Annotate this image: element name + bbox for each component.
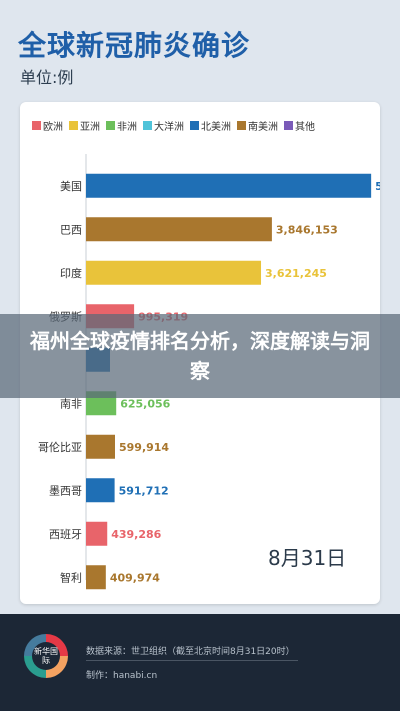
bar: [86, 565, 106, 590]
legend: 欧洲 亚洲 非洲 大洋洲 北美洲 南美洲 其他: [32, 118, 315, 133]
bar: [86, 217, 272, 242]
legend-label: 非洲: [117, 122, 137, 133]
bar: [86, 260, 262, 285]
category-label: 墨西哥: [49, 484, 82, 497]
legend-label: 亚洲: [80, 122, 100, 133]
category-label: 南非: [60, 397, 82, 410]
value-label: 5,899,504: [375, 180, 380, 193]
category-label: 哥伦比亚: [38, 440, 82, 454]
category-label: 印度: [60, 266, 82, 280]
value-label: 591,712: [119, 484, 169, 497]
value-label: 599,914: [119, 441, 169, 454]
legend-swatch: [284, 121, 293, 130]
legend-swatch: [32, 121, 41, 130]
value-label: 3,846,153: [276, 223, 338, 236]
maker-credit: 制作：hanabi.cn: [86, 671, 158, 681]
legend-item: 南美洲: [237, 118, 278, 133]
xinhua-logo: 新华国际: [24, 634, 68, 678]
legend-swatch: [190, 121, 199, 130]
headline-overlay: 福州全球疫情排名分析，深度解读与洞察: [0, 314, 400, 398]
logo-text: 新华国际: [32, 642, 60, 670]
data-source: 数据来源：世卫组织（截至北京时间8月31日20时）: [86, 647, 295, 657]
bar: [86, 521, 108, 546]
legend-label: 欧洲: [43, 122, 63, 133]
value-label: 409,974: [110, 571, 160, 584]
legend-label: 北美洲: [201, 122, 231, 133]
legend-item: 欧洲: [32, 118, 63, 133]
bar: [86, 478, 115, 503]
legend-item: 大洋洲: [143, 118, 184, 133]
legend-label: 大洋洲: [154, 122, 184, 133]
legend-item: 北美洲: [190, 118, 231, 133]
category-label: 智利: [60, 570, 82, 584]
value-label: 625,056: [120, 397, 170, 410]
legend-label: 南美洲: [248, 122, 278, 133]
legend-item: 其他: [284, 118, 315, 133]
value-label: 439,286: [111, 528, 161, 541]
bar: [86, 434, 115, 459]
legend-item: 非洲: [106, 118, 137, 133]
category-label: 美国: [60, 180, 82, 193]
value-label: 3,621,245: [265, 267, 327, 280]
legend-swatch: [143, 121, 152, 130]
category-label: 西班牙: [49, 528, 82, 541]
legend-item: 亚洲: [69, 118, 100, 133]
chart-title: 全球新冠肺炎确诊: [18, 29, 251, 62]
footer: 新华国际 数据来源：世卫组织（截至北京时间8月31日20时） 制作：hanabi…: [0, 614, 400, 711]
bar: [86, 173, 372, 198]
category-label: 巴西: [60, 223, 82, 236]
legend-swatch: [106, 121, 115, 130]
legend-label: 其他: [295, 122, 315, 133]
footer-divider: [86, 660, 298, 661]
legend-swatch: [237, 121, 246, 130]
unit-label: 单位:例: [20, 68, 74, 87]
headline-text: 福州全球疫情排名分析，深度解读与洞察: [30, 329, 370, 383]
date-label: 8月31日: [268, 546, 347, 570]
legend-swatch: [69, 121, 78, 130]
